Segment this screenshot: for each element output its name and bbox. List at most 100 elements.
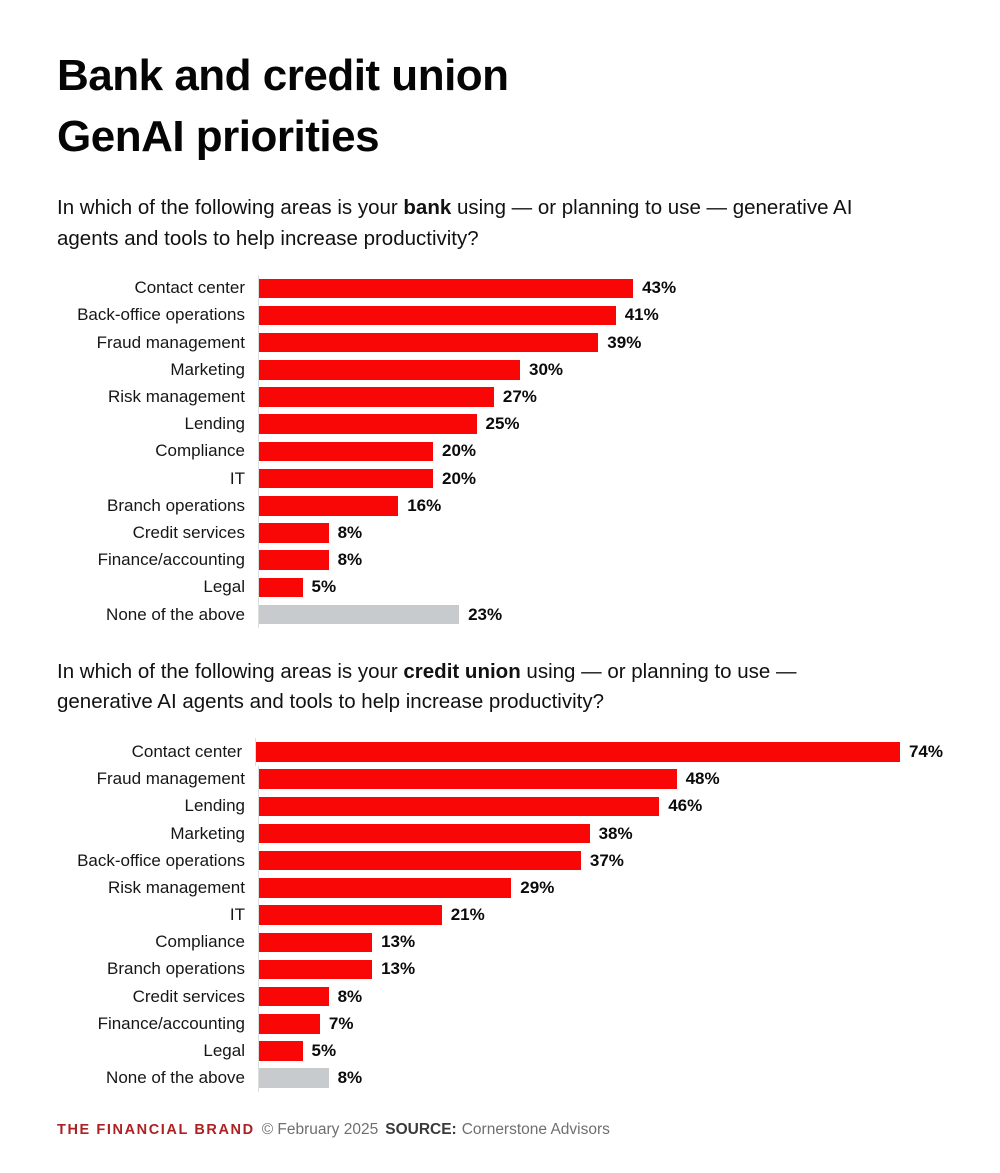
bar-zone: 25% — [258, 410, 943, 438]
bar-zone: 20% — [258, 465, 943, 493]
value-label: 43% — [642, 278, 677, 298]
bar — [259, 468, 433, 489]
footer-source-name: Cornerstone Advisors — [461, 1120, 610, 1138]
footer-copyright: © February 2025 — [261, 1120, 379, 1138]
category-label: None of the above — [106, 1068, 245, 1088]
bank-question-bold: bank — [403, 196, 452, 220]
bar — [259, 387, 494, 407]
infographic: Bank and credit union GenAI priorities I… — [57, 46, 943, 1138]
value-label: 5% — [311, 577, 337, 597]
category-label: Marketing — [170, 823, 245, 843]
bar-zone: 37% — [258, 847, 943, 875]
bar-zone: 16% — [258, 492, 943, 520]
category-label: Fraud management — [96, 332, 245, 352]
chart-row: Back-office operations 37% — [57, 847, 943, 875]
category-label: Lending — [184, 796, 245, 816]
page-title-line2: GenAI priorities — [57, 111, 380, 161]
category-label: Branch operations — [107, 495, 245, 515]
value-label: 37% — [589, 850, 624, 870]
bar — [259, 959, 373, 980]
bar-zone: 27% — [258, 383, 943, 411]
financial-brand-logo: THE FINANCIAL BRAND — [57, 1121, 255, 1138]
bar — [256, 742, 900, 762]
value-label: 23% — [468, 604, 503, 624]
chart-row: Finance/accounting 8% — [57, 546, 943, 574]
bar — [259, 878, 512, 898]
page-title: Bank and credit union GenAI priorities — [57, 46, 943, 167]
bank-question: In which of the following areas is your … — [57, 193, 877, 253]
chart-row: Contact center 74% — [57, 738, 943, 766]
category-label: Back-office operations — [77, 305, 245, 325]
chart-row: Fraud management 39% — [57, 329, 943, 357]
bar — [259, 305, 616, 326]
bar — [259, 850, 581, 871]
category-label: Contact center — [134, 278, 245, 298]
chart-row: None of the above 8% — [57, 1064, 943, 1092]
category-label: Compliance — [155, 441, 245, 461]
bar-zone: 74% — [255, 738, 943, 766]
category-label: Finance/accounting — [97, 1013, 245, 1033]
bar — [259, 360, 520, 380]
bar-zone: 29% — [258, 874, 943, 902]
bar — [259, 905, 442, 925]
bar — [259, 796, 660, 817]
chart-row: Risk management 29% — [57, 874, 943, 902]
category-label: Contact center — [131, 741, 243, 761]
bar — [259, 550, 329, 570]
chart-row: Contact center 43% — [57, 274, 943, 302]
bar — [259, 1041, 303, 1061]
bar — [259, 932, 373, 953]
value-label: 25% — [485, 414, 520, 434]
category-label: Legal — [203, 577, 245, 597]
credit-union-question-post: using — or planning to use — generative … — [57, 660, 797, 714]
value-label: 13% — [381, 959, 416, 979]
chart-row: IT 21% — [57, 901, 943, 929]
bank-chart: Contact center 43% Back-office operations 4… — [57, 274, 943, 629]
credit-union-section: In which of the following areas is your … — [57, 657, 943, 1092]
chart-row: Branch operations 13% — [57, 955, 943, 984]
bar — [259, 577, 303, 598]
value-label: 48% — [685, 769, 720, 789]
bar — [259, 414, 477, 434]
bar-zone: 13% — [258, 928, 943, 956]
bar-zone: 30% — [258, 356, 943, 384]
value-label: 13% — [381, 932, 416, 952]
value-label: 21% — [450, 905, 485, 925]
value-label: 8% — [337, 986, 363, 1006]
bar-zone: 20% — [258, 437, 943, 465]
credit-union-question: In which of the following areas is your … — [57, 657, 877, 717]
value-label: 29% — [520, 877, 555, 897]
bank-question-pre: In which of the following areas is your — [57, 196, 404, 220]
value-label: 8% — [337, 1068, 363, 1088]
chart-row: Back-office operations 41% — [57, 301, 943, 330]
bar-zone: 48% — [258, 765, 943, 793]
category-label: Marketing — [170, 359, 245, 379]
bar — [259, 523, 329, 543]
bar-zone: 8% — [258, 546, 943, 574]
value-label: 20% — [442, 441, 477, 461]
bar-zone: 21% — [258, 901, 943, 929]
category-label: Credit services — [132, 986, 245, 1006]
value-label: 16% — [407, 495, 442, 515]
value-label: 27% — [502, 387, 537, 407]
bar — [259, 823, 590, 844]
bar — [259, 278, 634, 299]
bar-zone: 7% — [258, 1010, 943, 1038]
category-label: Fraud management — [96, 769, 245, 789]
chart-row: Branch operations 16% — [57, 492, 943, 520]
bar-zone: 38% — [258, 819, 943, 848]
bar-zone: 8% — [258, 983, 943, 1011]
chart-row: Marketing 30% — [57, 356, 943, 384]
value-label: 74% — [908, 741, 943, 761]
bar — [259, 1068, 329, 1088]
bar — [259, 1014, 320, 1034]
category-label: IT — [229, 905, 245, 925]
chart-row: Credit services 8% — [57, 519, 943, 547]
chart-row: Credit services 8% — [57, 983, 943, 1011]
category-label: Lending — [184, 414, 245, 434]
bar — [259, 769, 677, 789]
chart-row: Risk management 27% — [57, 383, 943, 411]
chart-row: Compliance 20% — [57, 437, 943, 465]
page-title-line1: Bank and credit union — [57, 51, 509, 100]
category-label: Compliance — [155, 932, 245, 952]
